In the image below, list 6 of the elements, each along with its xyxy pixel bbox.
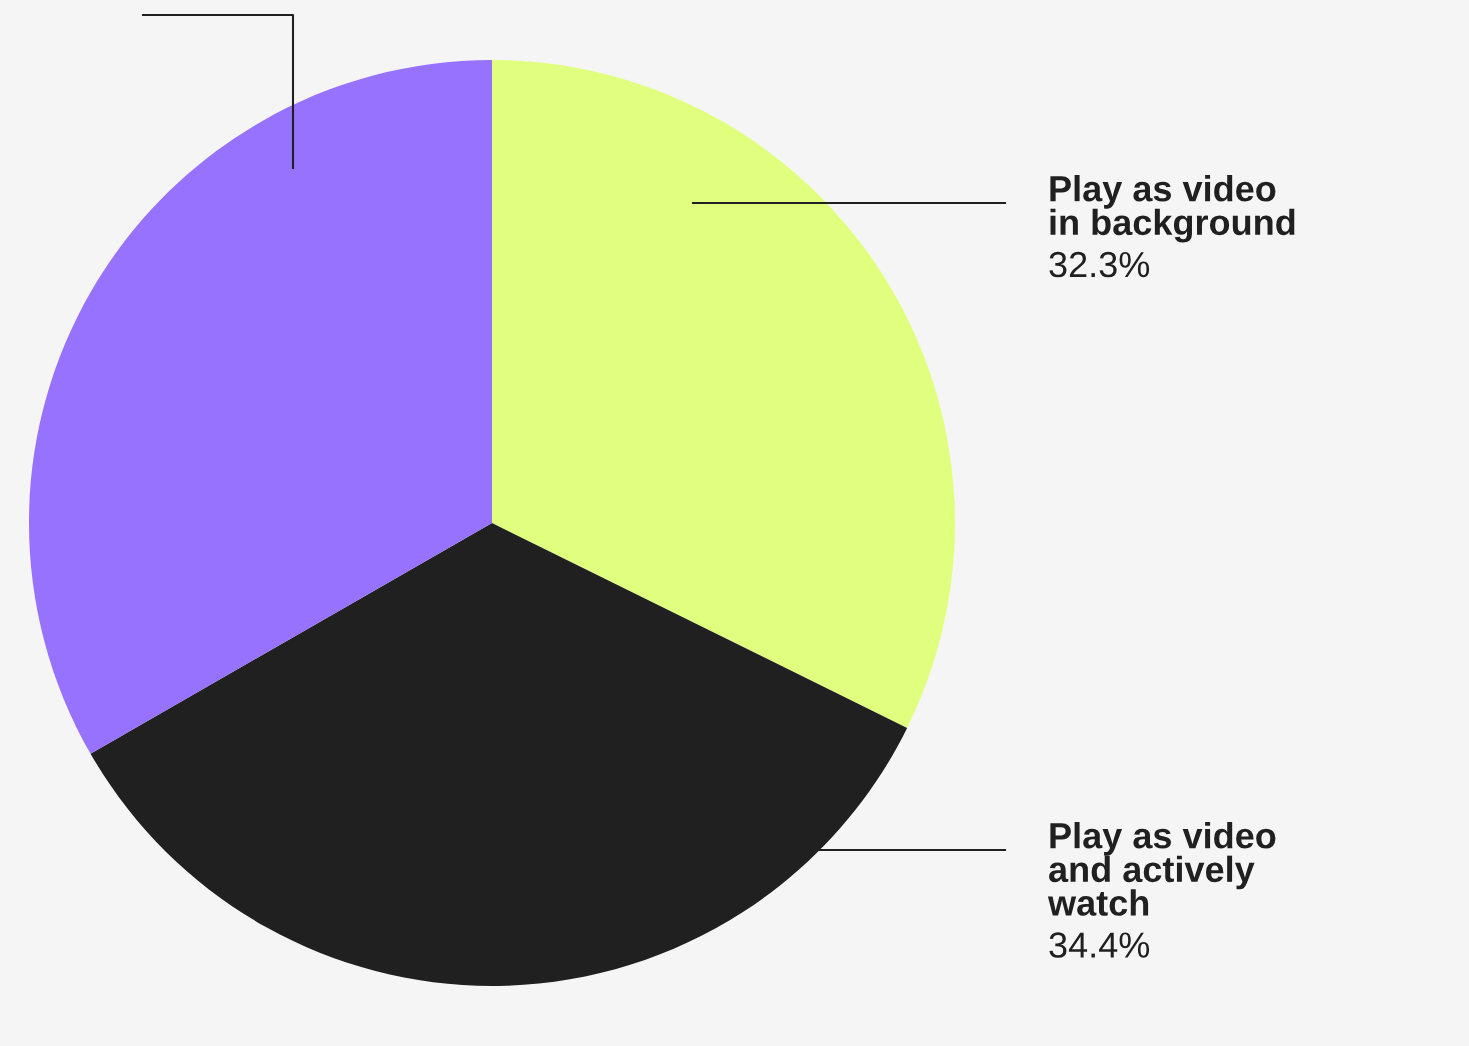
pie-slice <box>492 60 955 728</box>
slice-label: Play as video and actively watch <box>1047 822 1276 916</box>
slice-label: Play as video in background <box>1050 175 1295 243</box>
data-label: 32.3% <box>1049 251 1150 278</box>
data-label: 34.4% <box>1049 932 1150 958</box>
pie-slice <box>29 60 492 754</box>
